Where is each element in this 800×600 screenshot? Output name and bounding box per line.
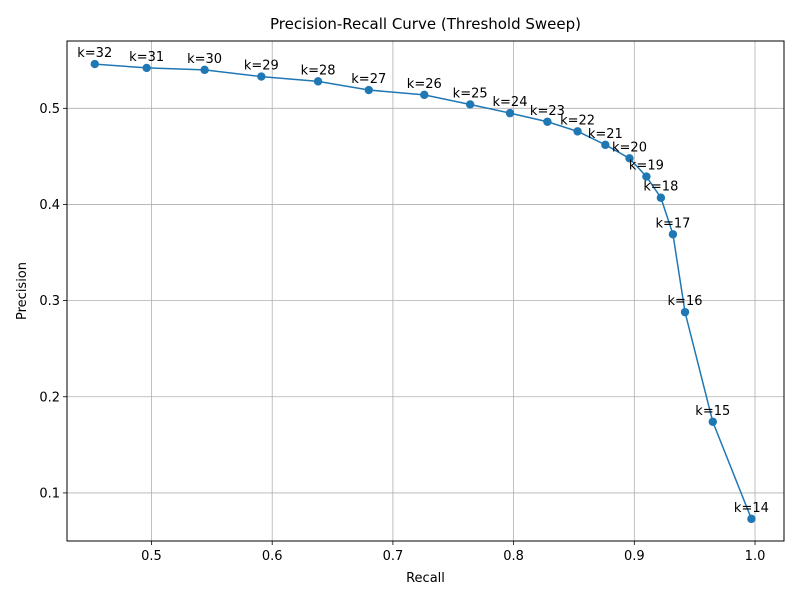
y-tick-label: 0.2 <box>39 390 60 405</box>
data-point-label: k=28 <box>301 63 336 78</box>
chart-title: Precision-Recall Curve (Threshold Sweep) <box>270 15 581 33</box>
data-point-label: k=24 <box>493 95 528 110</box>
data-point-marker <box>142 63 151 73</box>
data-point-marker <box>420 90 429 100</box>
data-point-label: k=29 <box>244 59 279 74</box>
data-point-label: k=14 <box>734 501 769 516</box>
x-tick-label: 0.5 <box>141 549 162 564</box>
grid-lines <box>67 41 784 541</box>
x-tick-label: 1.0 <box>745 549 766 564</box>
point-labels: k=32 k=31 k=30 k=29 k=28 k=27 k=26 k=25 k=24k=23… <box>77 46 769 516</box>
data-point-label: k=16 <box>668 294 703 309</box>
plot-area-frame <box>66 40 785 542</box>
y-tick-label: 0.5 <box>39 102 60 117</box>
y-tick-label: 0.3 <box>39 294 60 309</box>
x-tick-label: 0.8 <box>503 549 524 564</box>
data-point-marker <box>668 230 678 239</box>
data-point-marker <box>543 117 552 126</box>
data-point-label: k=19 <box>629 159 664 174</box>
x-axis-title: Recall <box>406 571 445 586</box>
data-point-marker <box>573 127 582 136</box>
x-tick-label: 0.6 <box>262 549 283 564</box>
data-point-label: k=20 <box>612 140 647 155</box>
data-point-label: k=21 <box>588 127 623 142</box>
data-point-marker <box>642 172 651 181</box>
data-point-marker <box>601 140 610 150</box>
data-point-label: k=22 <box>560 113 595 128</box>
data-point-marker <box>747 514 756 524</box>
data-point-label: k=31 <box>129 50 164 65</box>
data-point-marker <box>680 307 690 317</box>
data-point-label: k=32 <box>77 46 112 61</box>
data-point-label: k=27 <box>351 72 386 87</box>
y-axis-ticks: 0.1 0.2 0.3 0.4 0.5 <box>39 102 67 501</box>
y-axis-title: Precision <box>15 262 30 320</box>
x-axis-ticks: 0.5 0.6 0.7 0.8 0.9 1.0 <box>141 541 765 564</box>
data-point-label: k=15 <box>695 404 730 419</box>
data-point-label: k=18 <box>643 180 678 195</box>
data-point-marker <box>200 65 209 75</box>
data-point-label: k=26 <box>407 77 442 92</box>
data-point-label: k=17 <box>655 216 690 231</box>
data-point-marker <box>708 417 717 426</box>
data-point-marker <box>505 108 515 118</box>
series-markers <box>90 59 756 524</box>
x-tick-label: 0.9 <box>624 549 645 564</box>
data-point-label: k=23 <box>530 104 565 119</box>
data-point-marker <box>465 100 475 109</box>
data-point-marker <box>364 85 373 95</box>
y-tick-label: 0.4 <box>39 198 60 213</box>
x-tick-label: 0.7 <box>383 549 404 564</box>
y-tick-label: 0.1 <box>39 486 60 501</box>
data-point-marker <box>656 193 666 202</box>
data-point-label: k=30 <box>187 52 222 67</box>
data-point-marker <box>313 77 323 86</box>
data-point-label: k=25 <box>453 86 488 101</box>
data-point-marker <box>257 72 266 81</box>
data-point-marker <box>90 59 99 69</box>
data-point-marker <box>625 154 634 163</box>
